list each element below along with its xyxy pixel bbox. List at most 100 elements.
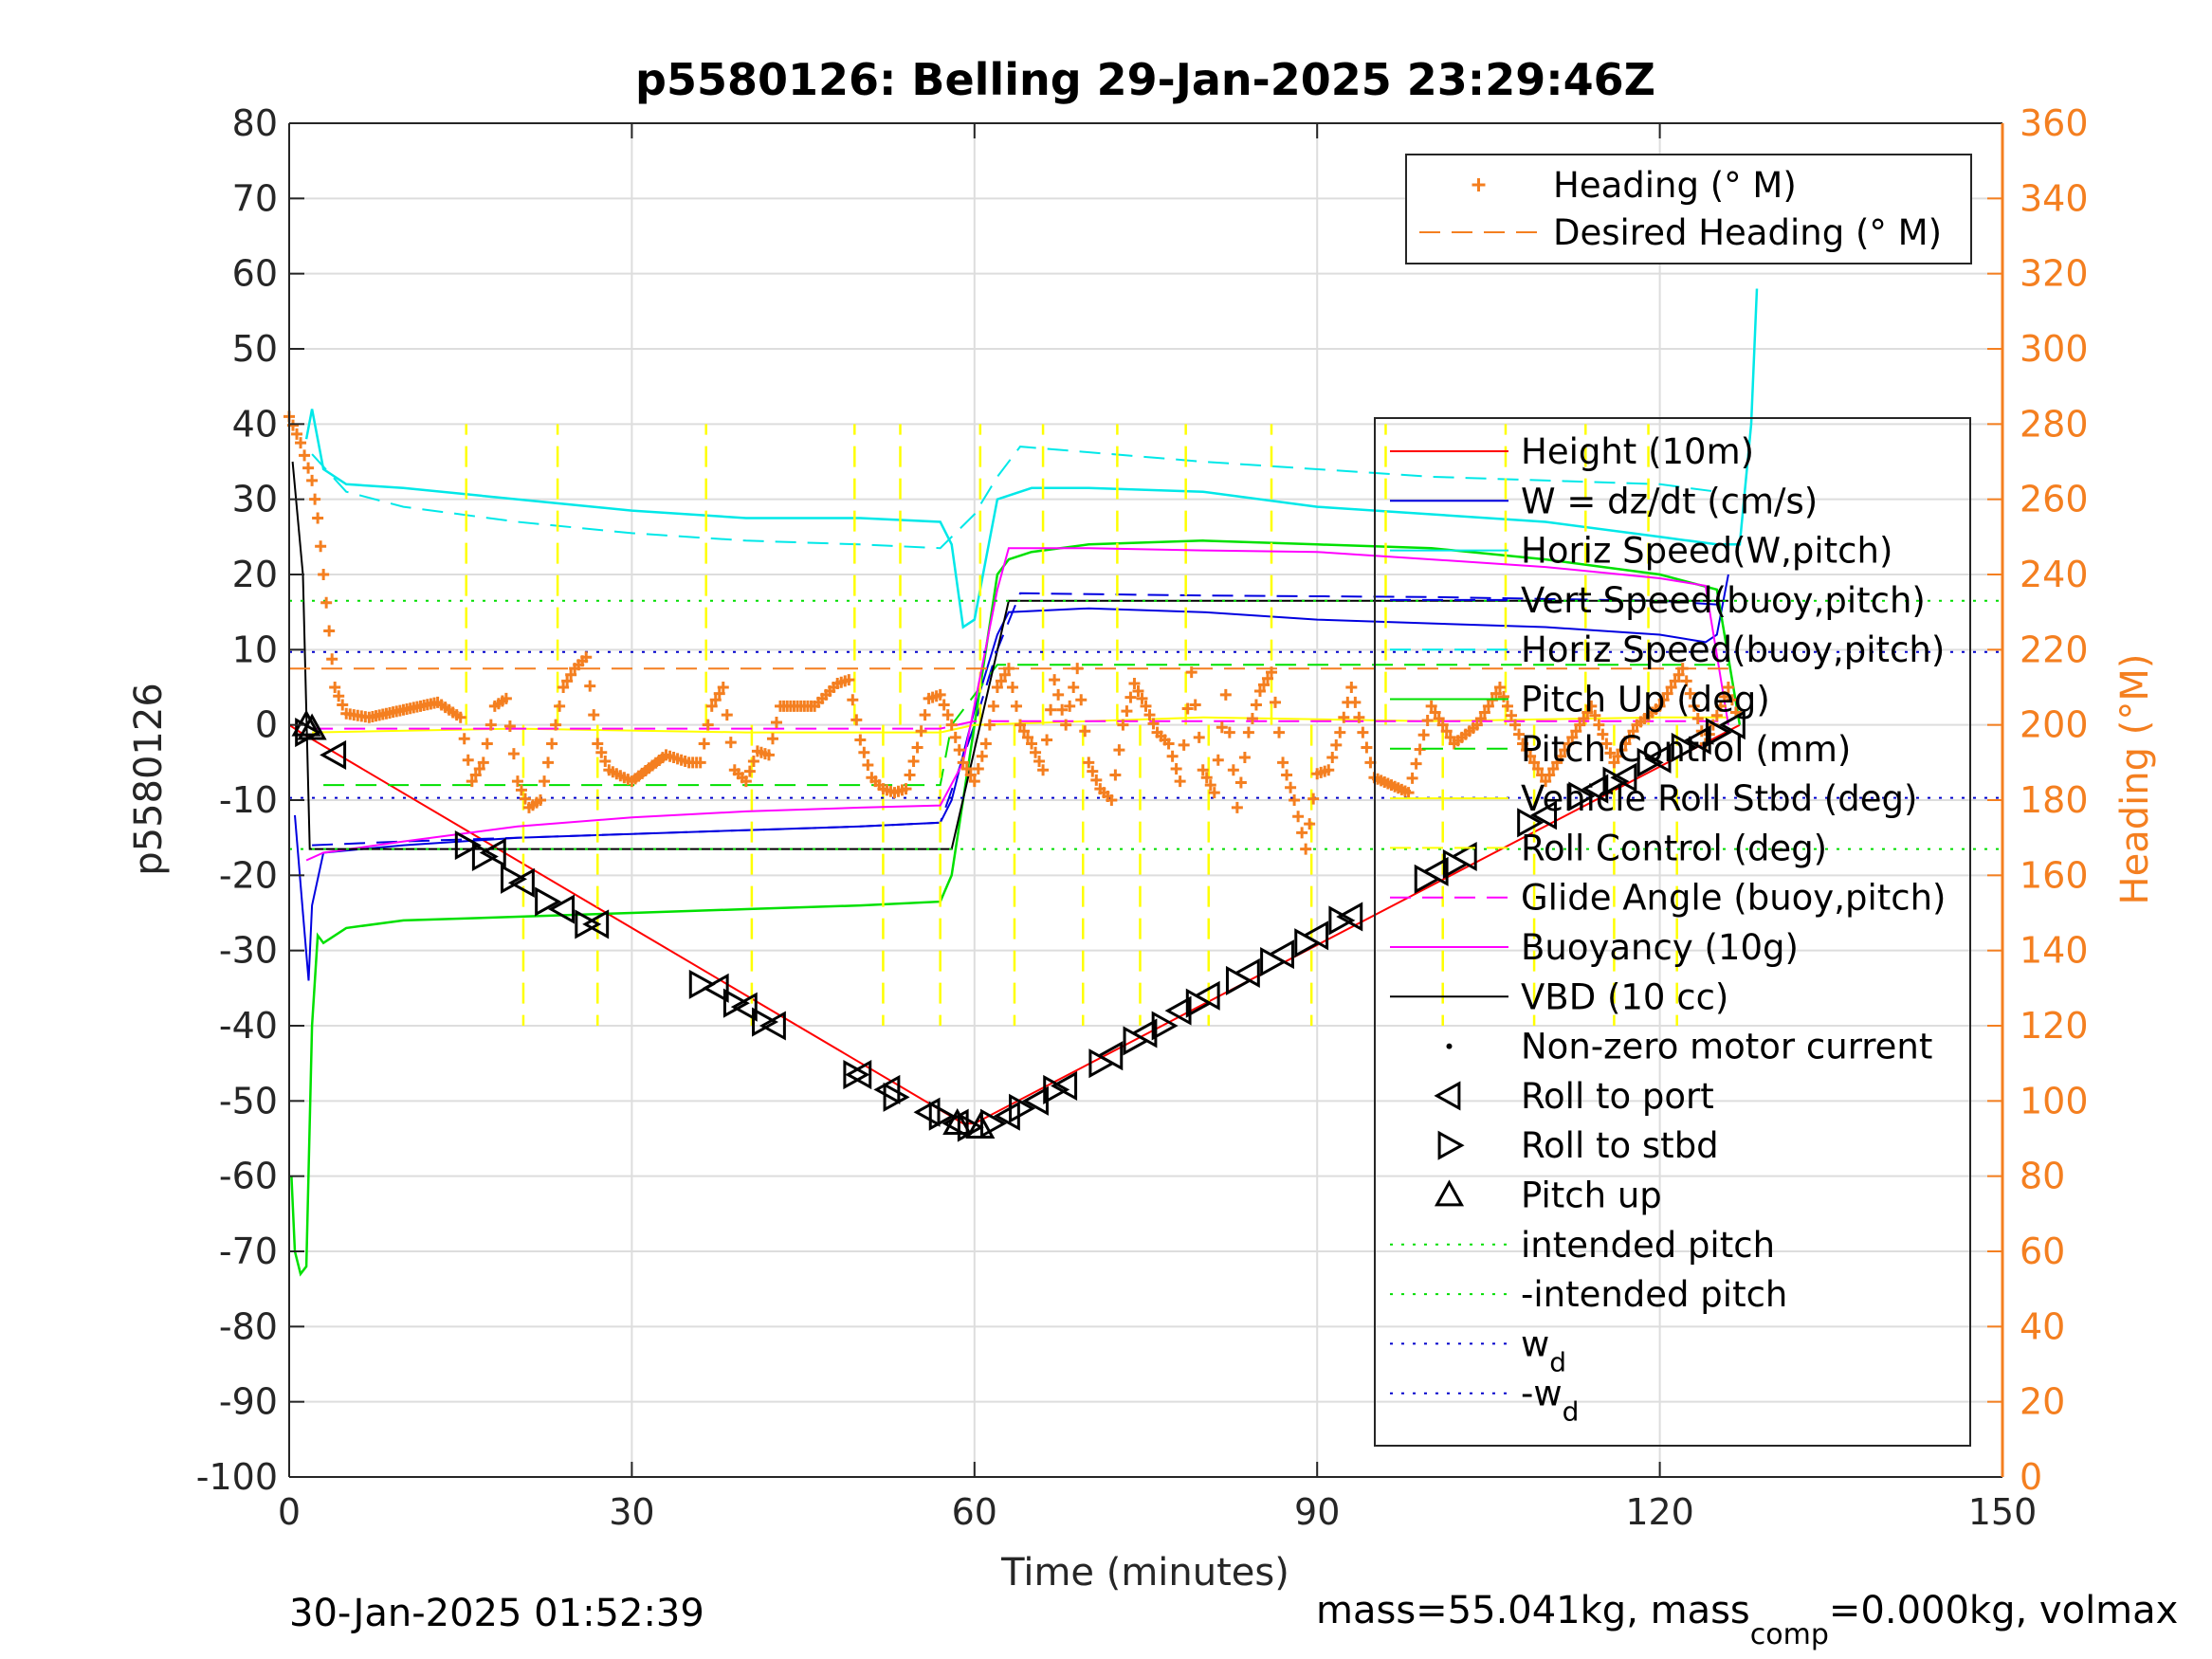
grid-lines [288, 122, 2003, 1478]
marker-roll-right [1671, 732, 1698, 763]
heading-point [1440, 725, 1453, 738]
heading-point [1547, 762, 1560, 775]
heading-point [1257, 679, 1270, 691]
heading-point [511, 775, 523, 788]
marker-roll-right [1414, 864, 1441, 894]
heading-point [1193, 731, 1205, 743]
heading-point [1071, 663, 1084, 675]
heading-point [291, 428, 303, 440]
heading-point [1087, 765, 1099, 777]
heading-point [1281, 769, 1293, 781]
heading-point [1033, 756, 1046, 768]
y2-tick-label: 360 [2020, 102, 2089, 144]
heading-point [1417, 729, 1430, 741]
legend-main-label: Glide Angle (buoy,pitch) [1521, 878, 1946, 919]
heading-point [957, 757, 969, 769]
heading-point [709, 694, 722, 706]
heading-point [519, 793, 531, 805]
x-axis-label: Time (minutes) [1000, 1551, 1289, 1595]
marker-roll-left [1718, 710, 1746, 740]
heading-point [580, 651, 593, 664]
y-tick-label: -70 [219, 1231, 278, 1272]
heading-point [1474, 713, 1487, 725]
legend-main-label: Vehicle Roll Stbd (deg) [1521, 778, 1917, 819]
heading-point [1345, 682, 1358, 693]
y-tick-label: -20 [219, 854, 278, 896]
heading-point [1079, 725, 1091, 738]
y2-tick-label: 0 [2020, 1456, 2042, 1498]
axes [288, 122, 2004, 1478]
heading-point [1296, 827, 1308, 839]
heading-point [295, 437, 307, 449]
heading-point [1049, 674, 1061, 686]
heading-point [1006, 682, 1018, 693]
heading-point [462, 754, 474, 766]
heading-point [1181, 702, 1194, 715]
marker-roll-left [1434, 1081, 1461, 1111]
legend-heading-box [1405, 154, 1972, 264]
marker-roll-up [965, 1112, 996, 1139]
heading-point [770, 717, 782, 729]
heading-point [1250, 699, 1262, 711]
heading-point [1406, 772, 1418, 784]
heading-point [762, 749, 775, 761]
marker-roll-left [702, 973, 729, 1003]
heading-point [1665, 682, 1677, 693]
heading-point [592, 738, 604, 750]
heading-point [1513, 728, 1526, 740]
heading-point [938, 699, 950, 711]
heading-point [1262, 672, 1273, 684]
legend-main-label: -intended pitch [1521, 1274, 1787, 1315]
marker-roll-right [928, 1101, 956, 1131]
heading-point [1509, 719, 1522, 731]
heading-point [1022, 731, 1034, 743]
y-tick-label: 70 [232, 177, 278, 219]
heading-point [705, 700, 718, 712]
legend-main-label: Buoyancy (10g) [1521, 927, 1799, 968]
legend-heading-label: Desired Heading (° M) [1553, 212, 1942, 253]
marker-roll-right [722, 988, 750, 1018]
marker-roll-right [454, 830, 482, 861]
chart-title: p5580126: Belling 29-Jan-2025 23:29:46Z [635, 54, 1655, 105]
heading-point [843, 674, 855, 686]
series-buoyancy-10g [305, 547, 1729, 862]
heading-point [1578, 713, 1590, 725]
heading-point [1060, 719, 1072, 731]
heading-point [1338, 711, 1350, 723]
heading-point [1517, 738, 1529, 750]
legend-main-label: Pitch up [1521, 1176, 1662, 1216]
heading-point [1563, 738, 1575, 750]
marker-roll-left [941, 1108, 969, 1139]
series-glide-angle-buoy-pitch [312, 720, 1728, 730]
marker-roll-left [873, 1074, 901, 1104]
heading-point [979, 738, 992, 750]
heading-point [1216, 721, 1228, 734]
heading-point [1174, 775, 1186, 788]
heading-point [1555, 750, 1567, 762]
marker-roll-right [883, 1082, 910, 1112]
marker-roll-right [1260, 947, 1288, 977]
marker-roll-left [845, 1060, 872, 1090]
marker-roll-up [1434, 1179, 1465, 1207]
heading-point [1212, 754, 1224, 766]
heading-point [1246, 713, 1258, 725]
heading-point [915, 725, 927, 738]
heading-point [320, 596, 333, 609]
y-tick-label: -50 [219, 1080, 278, 1121]
heading-point [1030, 746, 1042, 758]
y-tick-label: -40 [219, 1005, 278, 1047]
heading-point [1136, 692, 1148, 704]
heading-point [1532, 762, 1545, 775]
heading-point [991, 682, 1003, 693]
heading-point [1471, 719, 1483, 731]
heading-point [309, 493, 321, 505]
marker-roll-left [1684, 724, 1711, 756]
heading-point [1197, 764, 1209, 776]
y2-axis-label: Heading (°M) [2113, 654, 2157, 905]
heading-point [1140, 700, 1152, 712]
heading-point [1128, 678, 1141, 690]
series-horiz-speed-buoy-pitch [311, 446, 1717, 550]
heading-point [998, 668, 1011, 681]
y2-tick-label: 280 [2020, 403, 2089, 445]
